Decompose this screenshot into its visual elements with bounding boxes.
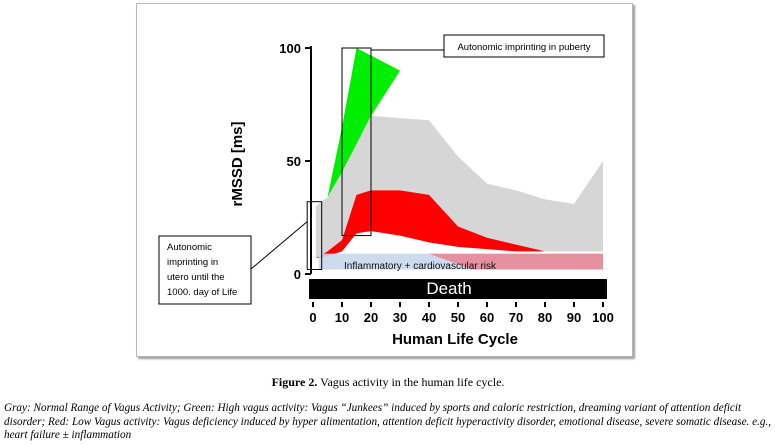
x-tick-label: 50 bbox=[451, 310, 465, 325]
x-tick-label: 10 bbox=[335, 310, 349, 325]
risk-band-label: Inflammatory + cardiovascular risk bbox=[344, 261, 497, 272]
figure-note: Gray: Normal Range of Vagus Activity; Gr… bbox=[4, 402, 772, 441]
utero-annotation-line: 1000. day of Life bbox=[167, 287, 237, 298]
x-tick-label: 40 bbox=[422, 310, 436, 325]
x-axis-title: Human Life Cycle bbox=[392, 331, 518, 348]
y-tick-label: 100 bbox=[279, 41, 301, 56]
x-tick-label: 80 bbox=[538, 310, 552, 325]
y-axis-title: rMSSD [ms] bbox=[229, 121, 246, 206]
x-tick-label: 90 bbox=[567, 310, 581, 325]
x-tick-label: 100 bbox=[592, 310, 614, 325]
area-green bbox=[315, 48, 603, 213]
figure-caption: Figure 2. Vagus activity in the human li… bbox=[0, 375, 776, 390]
risk-band-layer bbox=[309, 253, 607, 299]
puberty-annotation: Autonomic imprinting in puberty bbox=[457, 42, 590, 53]
x-tick-label: 20 bbox=[364, 310, 378, 325]
x-tick-label: 70 bbox=[509, 310, 523, 325]
figure-frame: Autonomic imprinting in utero until the 100… bbox=[136, 3, 633, 357]
puberty-box bbox=[341, 47, 372, 237]
risk-band-inflammation bbox=[429, 253, 603, 270]
annotation-layer: Autonomic imprinting in utero until the 100… bbox=[158, 34, 605, 305]
figure-caption-text: Vagus activity in the human life cycle. bbox=[317, 375, 505, 389]
figure-caption-label: Figure 2. bbox=[271, 375, 318, 389]
area-layer bbox=[315, 48, 603, 259]
utero-box bbox=[306, 201, 323, 270]
utero-annotation-line: Autonomic bbox=[167, 242, 212, 253]
utero-connector bbox=[250, 221, 308, 270]
y-tick-label: 0 bbox=[294, 267, 301, 282]
death-bar bbox=[309, 279, 607, 299]
x-tick-label: 30 bbox=[393, 310, 407, 325]
y-tick-label: 50 bbox=[287, 154, 301, 169]
utero-annotation-line: imprinting in bbox=[167, 257, 218, 268]
utero-label-box bbox=[158, 235, 252, 305]
puberty-label-box bbox=[443, 34, 605, 58]
axes-layer: 0 50 100 0 10 20 30 40 50 60 70 80 90 100 bbox=[279, 41, 614, 325]
utero-annotation-line: utero until the bbox=[167, 272, 225, 283]
x-tick-label: 0 bbox=[309, 310, 316, 325]
death-label: Death bbox=[426, 279, 471, 298]
area-red bbox=[315, 190, 603, 259]
x-tick-label: 60 bbox=[480, 310, 494, 325]
